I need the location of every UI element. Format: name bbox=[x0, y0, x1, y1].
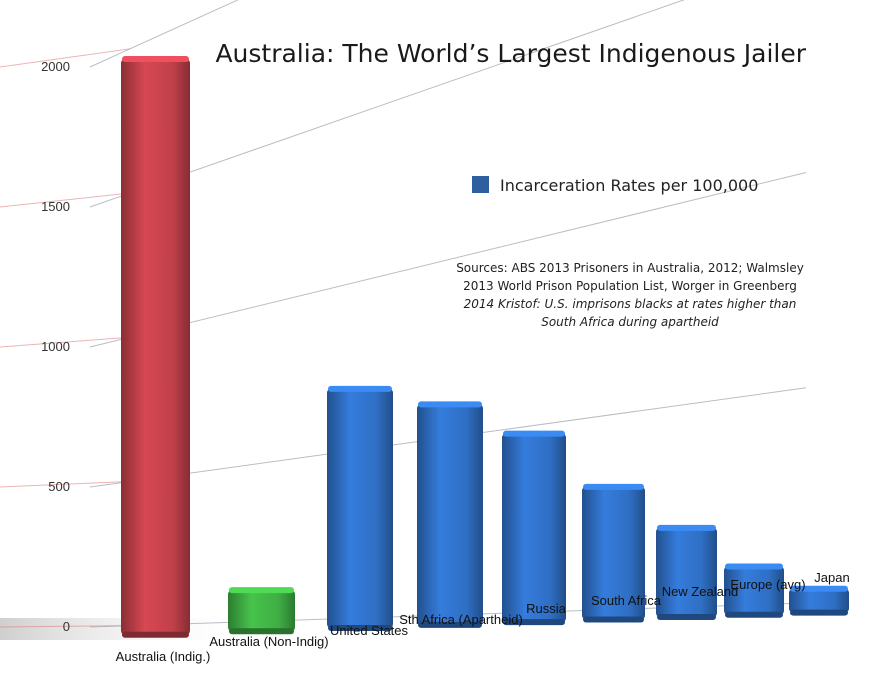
y-tick-label: 500 bbox=[48, 479, 70, 494]
gridline-accent bbox=[0, 48, 131, 68]
x-tick-label: Russia bbox=[526, 601, 567, 616]
bar bbox=[656, 524, 717, 621]
legend-label: Incarceration Rates per 100,000 bbox=[500, 176, 758, 195]
gridline bbox=[89, 0, 239, 68]
x-tick-label: New Zealand bbox=[662, 584, 739, 599]
bar bbox=[228, 587, 295, 635]
bar bbox=[327, 385, 393, 631]
bar bbox=[502, 430, 566, 626]
gridline bbox=[89, 172, 807, 348]
bar bbox=[582, 483, 645, 623]
chart-title: Australia: The World’s Largest Indigenou… bbox=[215, 39, 806, 68]
x-axis: Australia (Indig.)Australia (Non-Indig)U… bbox=[116, 570, 850, 664]
sources-line-2: 2013 World Prison Population List, Worge… bbox=[463, 279, 797, 293]
gridline-accent bbox=[0, 625, 131, 628]
sources-line-1: Sources: ABS 2013 Prisoners in Australia… bbox=[456, 261, 804, 275]
y-axis: 0 500 1000 1500 2000 bbox=[41, 59, 70, 634]
legend: Incarceration Rates per 100,000 bbox=[472, 176, 758, 195]
bars bbox=[121, 56, 849, 638]
bar bbox=[417, 401, 483, 628]
y-tick-label: 0 bbox=[63, 619, 70, 634]
legend-swatch bbox=[472, 176, 489, 193]
x-tick-label: United States bbox=[330, 623, 409, 638]
bar bbox=[121, 56, 190, 638]
bar bbox=[724, 563, 784, 618]
gridline-accent bbox=[0, 336, 131, 348]
x-tick-label: South Africa bbox=[591, 593, 662, 608]
sources-note: Sources: ABS 2013 Prisoners in Australia… bbox=[456, 261, 804, 329]
x-tick-label: Australia (Non-Indig) bbox=[209, 634, 328, 649]
gridline-accent bbox=[0, 480, 131, 488]
gridline-accent bbox=[0, 192, 131, 208]
x-tick-label: Europe (avg) bbox=[730, 577, 805, 592]
x-tick-label: Sth Africa (Apartheid) bbox=[399, 612, 523, 627]
bar bbox=[789, 585, 849, 616]
x-tick-label: Japan bbox=[814, 570, 849, 585]
y-tick-label: 1500 bbox=[41, 199, 70, 214]
y-tick-label: 1000 bbox=[41, 339, 70, 354]
x-tick-label: Australia (Indig.) bbox=[116, 649, 211, 664]
y-tick-label: 2000 bbox=[41, 59, 70, 74]
sources-line-3: 2014 Kristof: U.S. imprisons blacks at r… bbox=[464, 297, 797, 311]
gridline bbox=[89, 0, 685, 208]
sources-line-4: South Africa during apartheid bbox=[541, 315, 719, 329]
